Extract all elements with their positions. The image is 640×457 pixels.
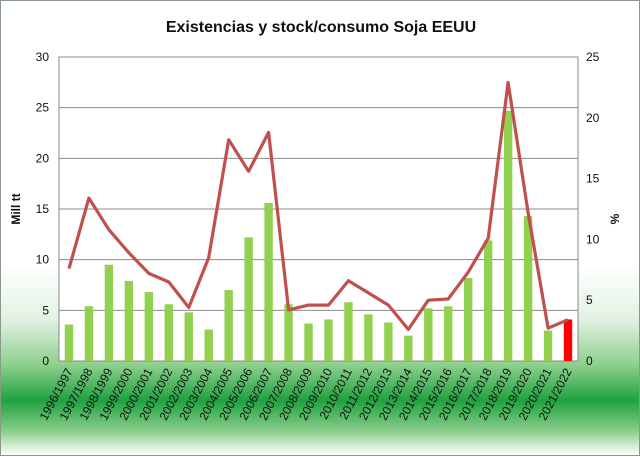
bar-19 <box>444 306 453 361</box>
bar-22 <box>503 110 513 361</box>
bar-7 <box>204 329 213 361</box>
bar-11 <box>284 304 293 361</box>
left-tick-label-5: 25 <box>36 101 50 115</box>
bar-3 <box>124 280 134 361</box>
bar-21 <box>483 240 493 361</box>
left-axis-ticks: 0 5 10 15 20 25 30 <box>36 50 50 368</box>
right-tick-label-0: 0 <box>586 354 593 368</box>
bar-10 <box>264 202 273 361</box>
right-tick-label-4: 20 <box>586 111 600 125</box>
left-tick-label-2: 10 <box>36 253 50 267</box>
bar-6 <box>184 312 193 361</box>
left-tick-label-4: 20 <box>36 151 50 165</box>
left-tick-label-6: 30 <box>36 50 50 64</box>
bar-17 <box>404 335 413 361</box>
y2-axis-label: % <box>608 213 622 224</box>
chart-title: Existencias y stock/consumo Soja EEUU <box>166 19 476 36</box>
bar-1 <box>84 306 94 361</box>
bar-25 <box>563 319 573 361</box>
bar-15 <box>364 314 373 361</box>
line-series <box>67 80 569 331</box>
bar-18 <box>424 308 433 361</box>
bar-23 <box>523 216 533 361</box>
bar-16 <box>384 322 393 361</box>
bars <box>64 110 573 361</box>
bar-0 <box>64 324 74 361</box>
bar-9 <box>244 237 253 361</box>
bar-8 <box>224 290 233 361</box>
left-tick-label-0: 0 <box>42 354 49 368</box>
right-tick-label-2: 10 <box>586 232 600 246</box>
x-axis-ticks: 1996/19971997/19981998/19991999/20002000… <box>37 366 575 423</box>
bar-20 <box>464 277 473 361</box>
right-tick-label-3: 15 <box>586 172 600 186</box>
left-tick-label-1: 5 <box>42 303 49 317</box>
bar-24 <box>543 330 553 361</box>
bar-5 <box>164 304 173 361</box>
right-tick-label-1: 5 <box>586 293 593 307</box>
y-axis-label: Mill tt <box>9 193 23 224</box>
bar-12 <box>304 323 313 361</box>
left-tick-label-3: 15 <box>36 202 50 216</box>
bar-4 <box>144 292 154 361</box>
bar-13 <box>324 319 333 361</box>
right-tick-label-5: 25 <box>586 50 600 64</box>
right-axis-ticks: 0 5 10 15 20 25 <box>586 50 600 368</box>
bar-14 <box>344 302 353 361</box>
bar-2 <box>104 264 114 361</box>
line-series-path <box>67 80 569 331</box>
